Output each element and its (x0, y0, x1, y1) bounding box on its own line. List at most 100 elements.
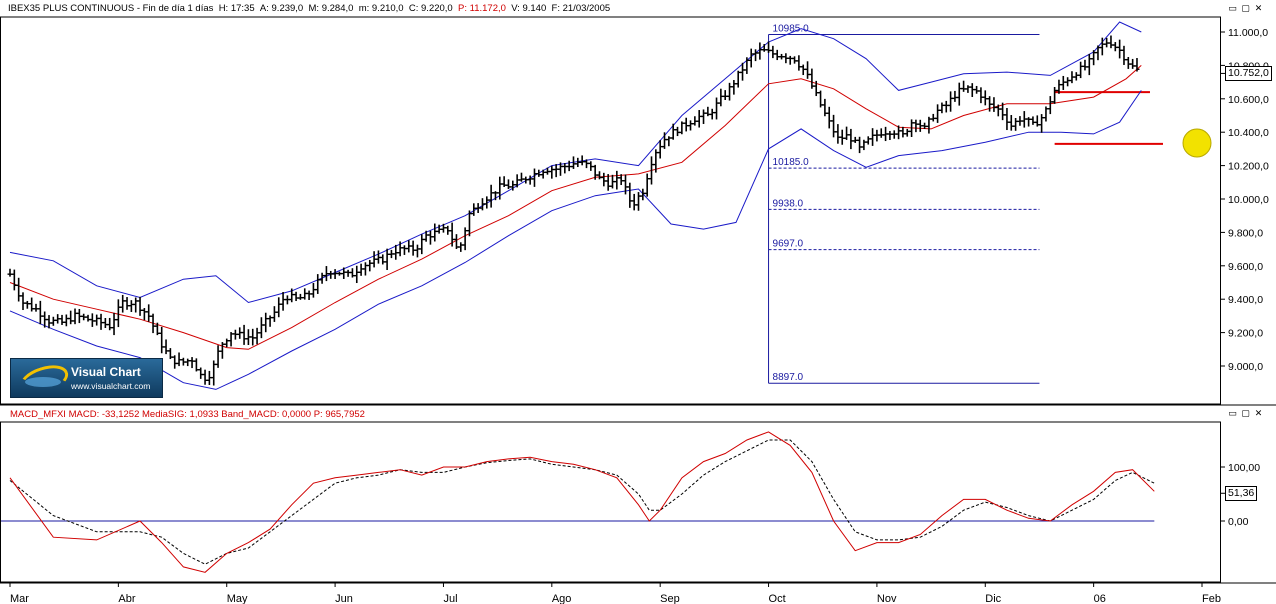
price-y-tick-label: 11.000,0 (1228, 27, 1268, 39)
close-icon[interactable]: ✕ (1254, 409, 1263, 419)
ohlc-bar (974, 85, 980, 94)
ohlc-bar (380, 254, 386, 265)
ohlc-bar (640, 188, 646, 201)
ohlc-bar (965, 85, 971, 93)
ohlc-bar (1065, 77, 1071, 87)
ohlc-bar (1082, 59, 1088, 71)
ohlc-bar (419, 234, 425, 255)
ohlc-bar (1021, 111, 1027, 128)
ohlc-bar (839, 129, 845, 145)
ohlc-bar (696, 110, 702, 128)
ohlc-bar (878, 128, 884, 138)
last-macd-tag: 51,36 (1225, 486, 1258, 501)
ohlc-bar (68, 310, 74, 325)
ohlc-bar (228, 332, 234, 347)
close-value: 9.220,0 (421, 3, 453, 14)
ohlc-bar (952, 90, 958, 102)
ohlc-bar (315, 274, 321, 294)
close-icon[interactable]: ✕ (1254, 4, 1263, 14)
ohlc-bar (310, 283, 316, 298)
ohlc-bar (956, 82, 962, 106)
ohlc-bar (596, 171, 602, 180)
minimize-icon[interactable]: ▭ (1228, 409, 1237, 419)
ohlc-bar (917, 119, 923, 132)
ohlc-bar (323, 266, 329, 282)
ohlc-bar (861, 139, 867, 151)
price-y-tick-label: 10.400,0 (1228, 127, 1269, 139)
ohlc-bar (514, 174, 520, 188)
ohlc-bar (224, 338, 230, 348)
macd-value: -33,1252 (101, 409, 140, 420)
ohlc-bar (818, 90, 824, 108)
maximize-icon[interactable]: ▢ (1241, 4, 1250, 14)
ohlc-bar (714, 97, 720, 120)
ohlc-bar (969, 83, 975, 98)
high-label: M: (308, 3, 320, 14)
ohlc-bar (835, 124, 841, 144)
ohlc-bar (202, 369, 208, 385)
ohlc-bar (358, 263, 364, 276)
ohlc-bar (1078, 61, 1084, 79)
ohlc-bar (388, 249, 394, 259)
macd-y-tick-label: 0,00 (1228, 516, 1249, 528)
ohlc-bar (961, 80, 967, 92)
ohlc-bar (284, 295, 290, 305)
ohlc-bar (250, 328, 256, 346)
ohlc-bar (7, 268, 13, 277)
ohlc-bar (800, 64, 806, 76)
macd-panel-header: MACD_MFXI MACD: -33,1252 MediaSIG: 1,093… (10, 409, 365, 421)
ohlc-bar (111, 312, 117, 336)
ohlc-bar (306, 290, 312, 300)
macd-signal-line (9, 439, 1155, 565)
ohlc-bar (1073, 72, 1079, 81)
low-value: 9.210,0 (371, 3, 404, 14)
ohlc-bar (146, 304, 152, 322)
ohlc-bar (610, 174, 616, 189)
price-panel-border (0, 16, 1221, 405)
ohlc-bar (692, 116, 698, 126)
ohlc-bar (857, 136, 863, 154)
ohlc-bar (1130, 58, 1136, 69)
x-tick-label: Sep (660, 593, 680, 604)
ohlc-bar (1013, 117, 1019, 131)
ohlc-bar (675, 126, 681, 137)
logo-swoosh-icon (25, 377, 61, 387)
ohlc-bar (1108, 35, 1114, 49)
ohlc-bar (666, 136, 672, 147)
x-tick-label: Feb (1202, 593, 1221, 604)
ohlc-bar (883, 126, 889, 142)
ohlc-bar (245, 329, 251, 346)
ohlc-bar (865, 136, 871, 145)
minimize-icon[interactable]: ▭ (1228, 4, 1237, 14)
price-panel-window-controls: ▭ ▢ ✕ (1227, 4, 1264, 15)
ohlc-bar (24, 300, 30, 309)
ohlc-bar (1112, 42, 1118, 52)
ohlc-bar (1052, 86, 1058, 104)
ohlc-bar (185, 358, 191, 367)
ohlc-bar (1026, 117, 1032, 127)
ohlc-bar (1069, 71, 1075, 84)
ohlc-bar (562, 163, 568, 174)
close-label: C: (408, 3, 419, 14)
ohlc-bar (870, 128, 876, 146)
ohlc-bar (332, 269, 338, 279)
fibonacci-level-label: 9938.0 (773, 198, 804, 209)
ohlc-bar (1039, 114, 1045, 133)
ohlc-bar (16, 277, 22, 302)
time-value: 17:35 (230, 3, 255, 14)
ohlc-bar (601, 172, 607, 187)
ohlc-bar (432, 223, 438, 242)
ohlc-bar (826, 106, 832, 129)
ohlc-bar (688, 120, 694, 131)
ohlc-bar (822, 98, 828, 117)
v-label: V: (511, 3, 520, 14)
ohlc-bar (280, 292, 286, 311)
ohlc-bar (354, 265, 360, 284)
fibonacci-level-label: 10985.0 (773, 24, 810, 35)
ohlc-bar (805, 61, 811, 79)
ohlc-bar (735, 70, 741, 88)
ohlc-bar (336, 271, 342, 276)
ohlc-bar (258, 317, 264, 339)
maximize-icon[interactable]: ▢ (1241, 409, 1250, 419)
ohlc-bar (20, 292, 26, 311)
